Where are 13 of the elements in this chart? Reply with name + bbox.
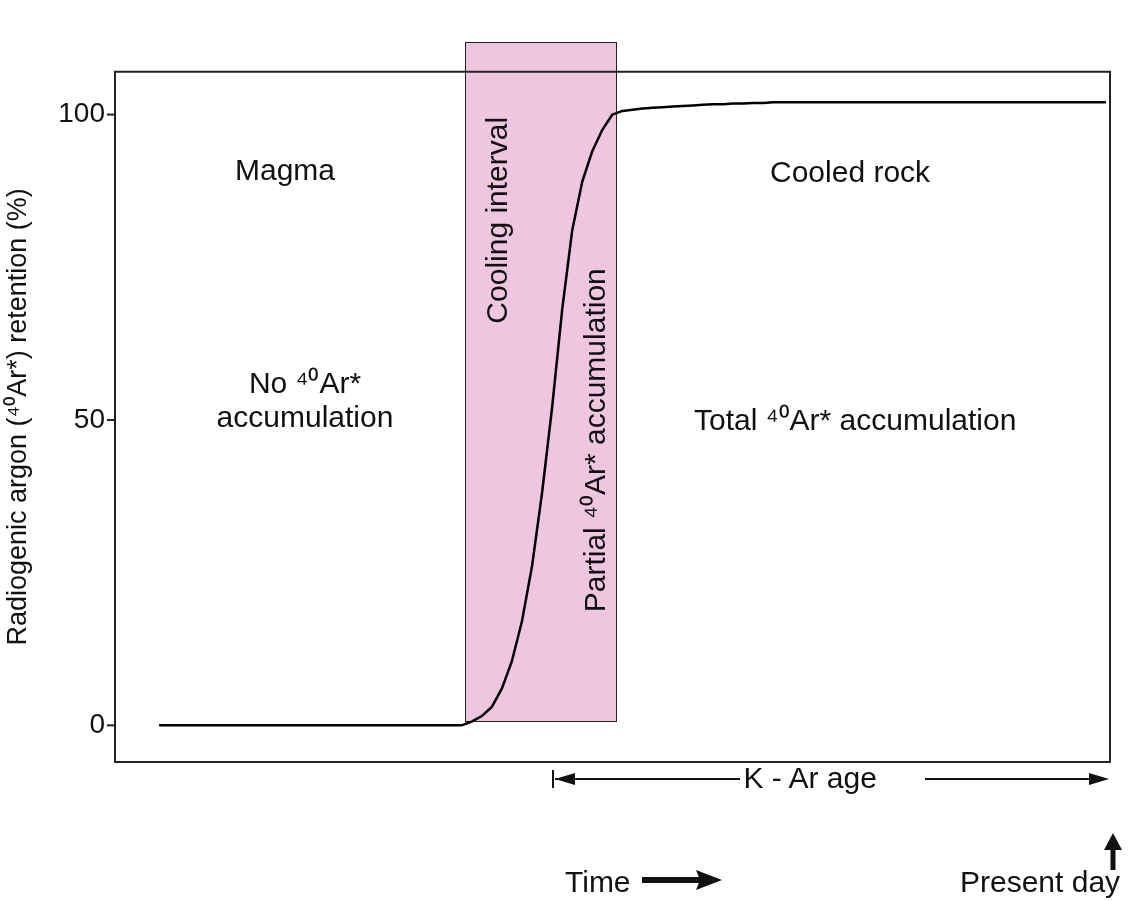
- y-tick-label: 100: [58, 97, 105, 129]
- annotation: Cooled rock: [770, 154, 931, 189]
- annotation: Cooling interval: [479, 116, 514, 324]
- y-tick-label: 0: [89, 708, 105, 740]
- text: Time: [565, 864, 631, 899]
- text: Present day: [960, 864, 1121, 899]
- annotation: Magma: [235, 152, 336, 187]
- annotation: Total ⁴⁰Ar* accumulation: [694, 402, 1017, 437]
- y-axis-title: Radiogenic argon (⁴⁰Ar*) retention (%): [1, 188, 32, 646]
- annotation: K - Ar age: [743, 760, 877, 795]
- annotation: No ⁴⁰Ar* accumulation: [215, 365, 395, 435]
- y-tick-label: 50: [73, 402, 105, 434]
- annotation: Partial ⁴⁰Ar* accumulation: [577, 267, 612, 612]
